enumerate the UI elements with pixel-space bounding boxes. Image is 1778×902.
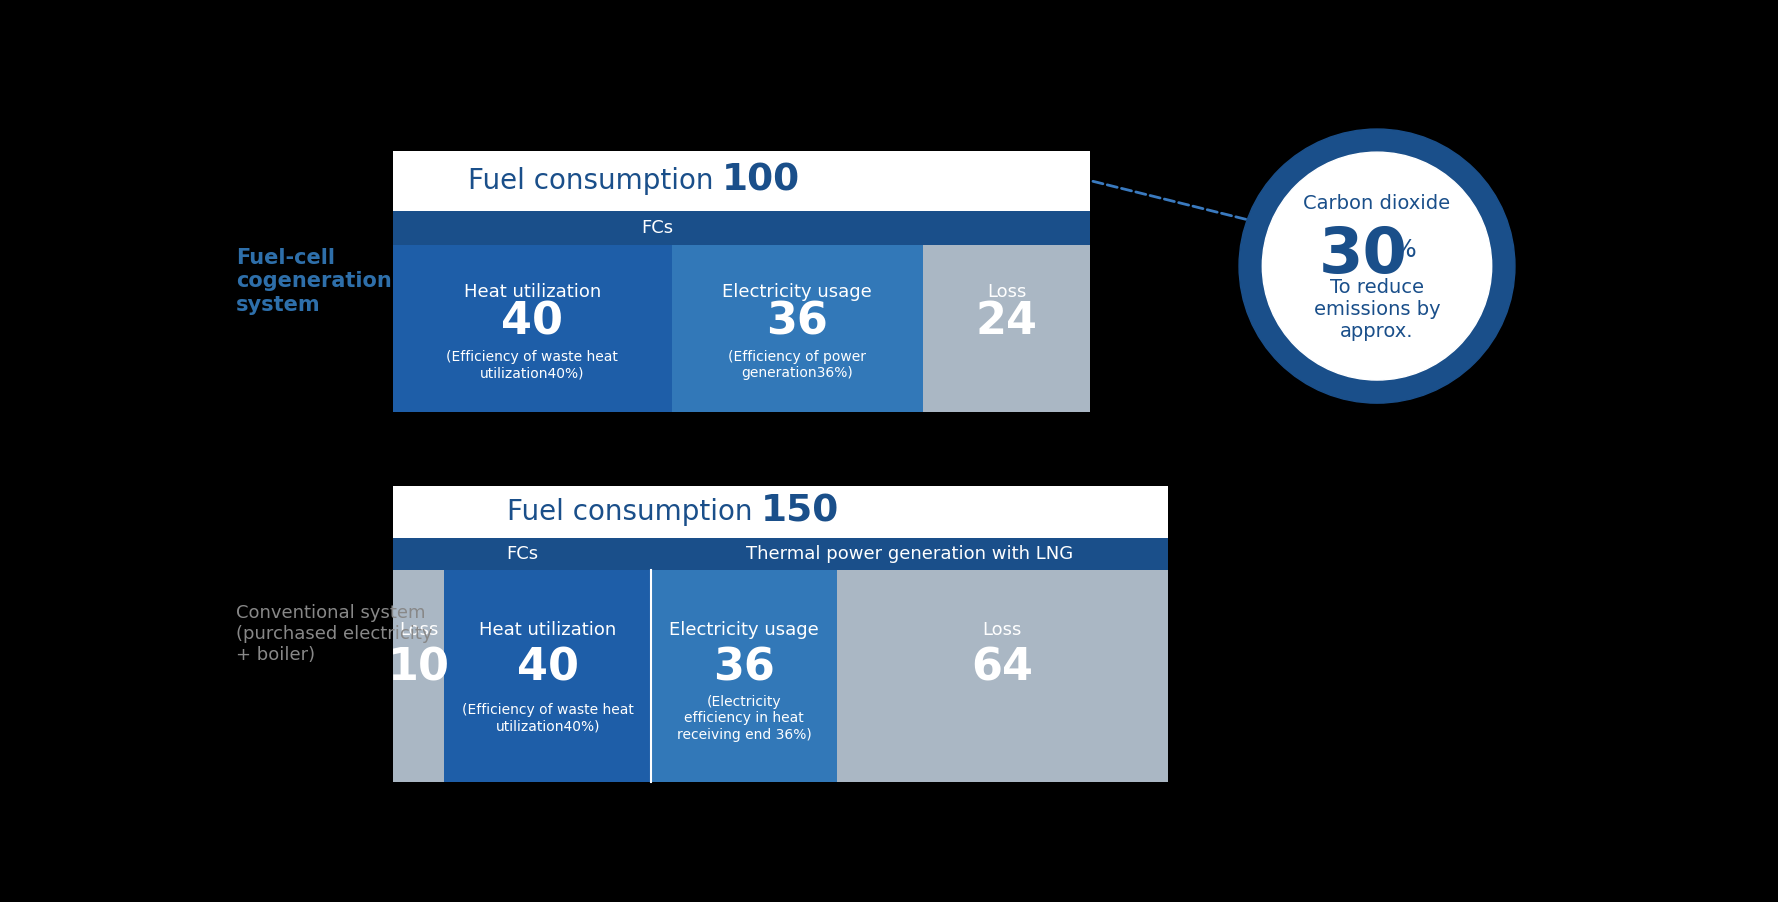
Text: (Electricity
efficiency in heat
receiving end 36%): (Electricity efficiency in heat receivin… [677, 695, 811, 741]
Text: Thermal power generation with LNG: Thermal power generation with LNG [745, 545, 1072, 563]
Bar [393, 151, 1090, 412]
Text: Fuel-cell
cogeneration
system: Fuel-cell cogeneration system [236, 248, 391, 315]
Bar [444, 570, 651, 782]
Text: Heat utilization: Heat utilization [478, 621, 617, 639]
Text: 10: 10 [388, 646, 450, 689]
Text: Conventional system
(purchased electricity
+ boiler): Conventional system (purchased electrici… [236, 604, 432, 664]
Text: Heat utilization: Heat utilization [464, 282, 601, 300]
Text: 40: 40 [501, 300, 564, 344]
Bar [393, 211, 1090, 244]
Text: Fuel consumption: Fuel consumption [507, 498, 761, 526]
Bar [923, 244, 1090, 412]
Circle shape [1262, 152, 1492, 380]
Text: 36: 36 [713, 646, 775, 689]
Text: (Efficiency of waste heat
utilization40%): (Efficiency of waste heat utilization40%… [462, 704, 633, 733]
Text: 150: 150 [761, 493, 839, 529]
Text: 30: 30 [1319, 224, 1408, 286]
Text: 64: 64 [971, 646, 1033, 689]
Text: (Efficiency of waste heat
utilization40%): (Efficiency of waste heat utilization40%… [446, 350, 619, 381]
Text: Loss: Loss [398, 621, 437, 639]
Text: Loss: Loss [983, 621, 1022, 639]
Bar [837, 570, 1168, 782]
Text: 40: 40 [517, 646, 580, 689]
Text: Electricity usage: Electricity usage [722, 282, 873, 300]
Text: 100: 100 [722, 162, 800, 198]
Text: 24: 24 [976, 300, 1038, 344]
Text: 36: 36 [766, 300, 829, 344]
Text: (Efficiency of power
generation36%): (Efficiency of power generation36%) [729, 350, 866, 381]
Text: Electricity usage: Electricity usage [669, 621, 820, 639]
Text: Loss: Loss [987, 282, 1026, 300]
Bar [651, 570, 837, 782]
Bar [672, 244, 923, 412]
Text: Carbon dioxide: Carbon dioxide [1303, 194, 1451, 213]
Text: FCs: FCs [642, 218, 674, 236]
Text: Fuel consumption: Fuel consumption [468, 167, 722, 195]
Bar [393, 538, 1168, 570]
Text: %: % [1392, 238, 1417, 262]
Text: FCs: FCs [507, 545, 539, 563]
Bar [393, 244, 672, 412]
Bar [393, 485, 1168, 782]
Circle shape [1239, 129, 1515, 403]
Text: To reduce
emissions by
approx.: To reduce emissions by approx. [1314, 278, 1440, 341]
Bar [393, 570, 444, 782]
